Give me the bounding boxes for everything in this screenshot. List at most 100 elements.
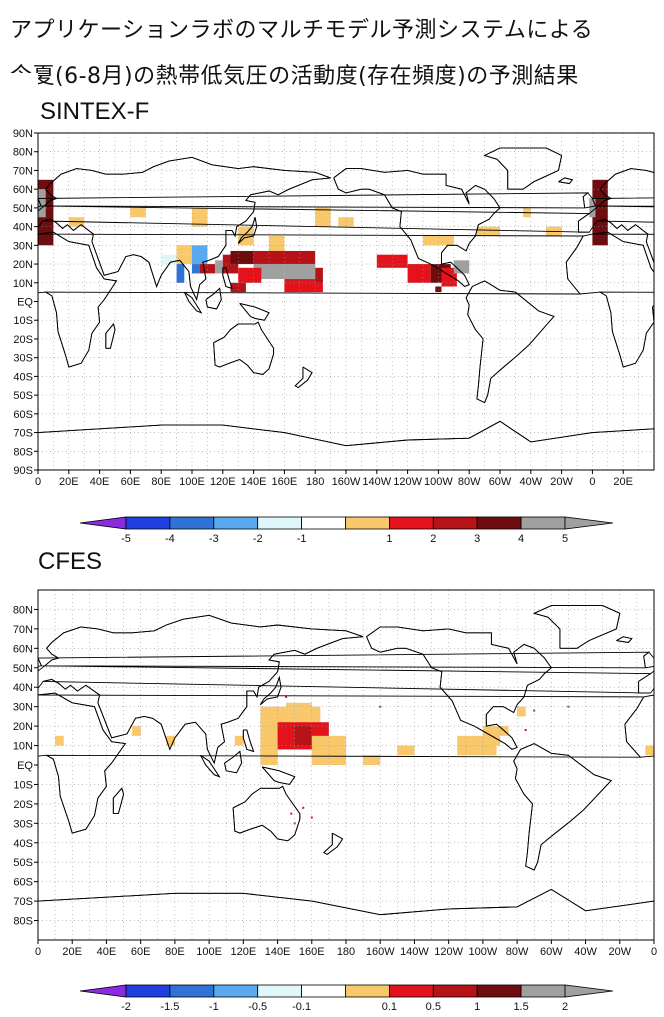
lat-label: 70N — [13, 165, 33, 177]
coastline — [558, 177, 574, 185]
lat-label: 40N — [13, 222, 33, 234]
coastline — [239, 302, 270, 321]
coastline — [483, 147, 563, 190]
coastline — [200, 754, 221, 778]
frame-mask — [0, 73, 38, 530]
colorbar-label: 3 — [474, 533, 480, 545]
lon-label: 100W — [469, 946, 498, 958]
colorbar-label: 2 — [562, 1001, 568, 1013]
lon-label: 80E — [151, 476, 171, 488]
anomaly-cell — [215, 260, 223, 274]
lon-label: 140W — [400, 946, 429, 958]
colorbar-swatch — [432, 984, 478, 998]
lat-label: 30S — [13, 818, 33, 830]
anomaly-cell — [476, 226, 500, 236]
lon-label: 20W — [608, 946, 631, 958]
lon-label: 0 — [35, 476, 41, 488]
anomaly-cell — [132, 726, 141, 736]
anomaly-cell — [161, 254, 177, 265]
coastline — [224, 750, 243, 774]
anomaly-cell — [589, 198, 596, 218]
title-line-1: アプリケーションラボのマルチモデル予測システムによる — [10, 18, 594, 43]
lon-label: 160E — [299, 946, 325, 958]
lat-label: EQ — [17, 760, 33, 772]
coastline — [294, 366, 313, 389]
lon-label: 120E — [230, 946, 256, 958]
colorbar-swatch — [169, 516, 215, 530]
anomaly-dot — [310, 816, 313, 819]
lat-label: 70N — [13, 624, 33, 636]
lat-label: 20S — [13, 334, 33, 346]
coastline — [333, 168, 501, 288]
colorbar-swatch — [301, 984, 346, 998]
anomaly-dot — [285, 695, 288, 698]
anomaly-cell — [284, 279, 323, 293]
anomaly-cell — [130, 207, 146, 218]
anomaly-cell — [363, 755, 381, 765]
lat-label: 80N — [13, 604, 33, 616]
lat-label: 50N — [13, 203, 33, 215]
coastline — [37, 692, 645, 834]
panel-title-cfes: CFES — [38, 548, 103, 575]
coastline — [592, 231, 664, 368]
anomaly-cell — [166, 735, 175, 746]
colorbar-min-arrow — [79, 516, 127, 530]
colorbar-label: -4 — [165, 533, 175, 545]
lon-label: 60W — [540, 946, 563, 958]
lon-label: 120W — [434, 946, 463, 958]
lon-label: 20E — [613, 476, 633, 488]
coastline — [532, 605, 621, 649]
colorbar-max-arrow — [564, 984, 614, 998]
coastline — [42, 614, 653, 765]
lat-label: 80N — [13, 147, 33, 159]
colorbar-swatch — [301, 516, 346, 530]
lat-label: 60N — [13, 643, 33, 655]
lat-label: 90N — [13, 128, 33, 140]
colorbar-label: -1.5 — [160, 1001, 179, 1013]
lon-label: 140E — [241, 476, 267, 488]
anomaly-cell — [230, 282, 246, 293]
colorbar-label: 1 — [474, 1001, 480, 1013]
coastline — [592, 427, 664, 434]
colorbar-label: 5 — [562, 533, 568, 545]
anomaly-cell — [230, 250, 254, 265]
anomaly-dot — [290, 812, 293, 815]
colorbar-label: -2 — [253, 533, 263, 545]
coastline — [465, 280, 555, 404]
lat-label: 70S — [13, 428, 33, 440]
colorbar-label: -1 — [297, 533, 307, 545]
lon-label: 40W — [574, 946, 597, 958]
anomaly-cell — [269, 235, 285, 255]
colorbar-swatch — [520, 984, 566, 998]
colorbar-label: -3 — [209, 533, 219, 545]
anomaly-cell — [397, 745, 415, 756]
lon-label: 60E — [131, 946, 151, 958]
anomaly-cell — [260, 745, 278, 765]
lon-label: 160W — [366, 946, 395, 958]
coastline — [37, 420, 593, 447]
colorbar-swatch — [125, 516, 171, 530]
anomaly-cell — [423, 235, 439, 246]
anomaly-cell — [592, 179, 608, 246]
colorbar-label: -2 — [121, 1001, 131, 1013]
frame-mask — [654, 73, 664, 530]
lat-label: 60S — [13, 409, 33, 421]
coastline — [532, 605, 621, 649]
coastline — [112, 787, 125, 815]
lat-label: 30N — [13, 240, 33, 252]
lon-label: 180 — [306, 476, 324, 488]
lat-label: 40S — [13, 838, 33, 850]
map-panel-sintex: 90N 80N 70N 60N 50N 40N 30N 20N 10N EQ 10S 20S 30S 40… — [0, 73, 664, 530]
colorbar-swatch — [213, 984, 259, 998]
frame-mask — [0, 530, 38, 1000]
lat-label: 10N — [13, 741, 33, 753]
colorbar-swatch — [476, 984, 522, 998]
colorbar-swatch — [388, 984, 434, 998]
lat-label: 70S — [13, 896, 33, 908]
lat-label: 40N — [13, 682, 33, 694]
lon-label: 100E — [179, 476, 205, 488]
coastline — [37, 888, 655, 916]
anomaly-cell — [286, 702, 312, 717]
panel-title-sintex: SINTEX-F — [40, 98, 150, 125]
